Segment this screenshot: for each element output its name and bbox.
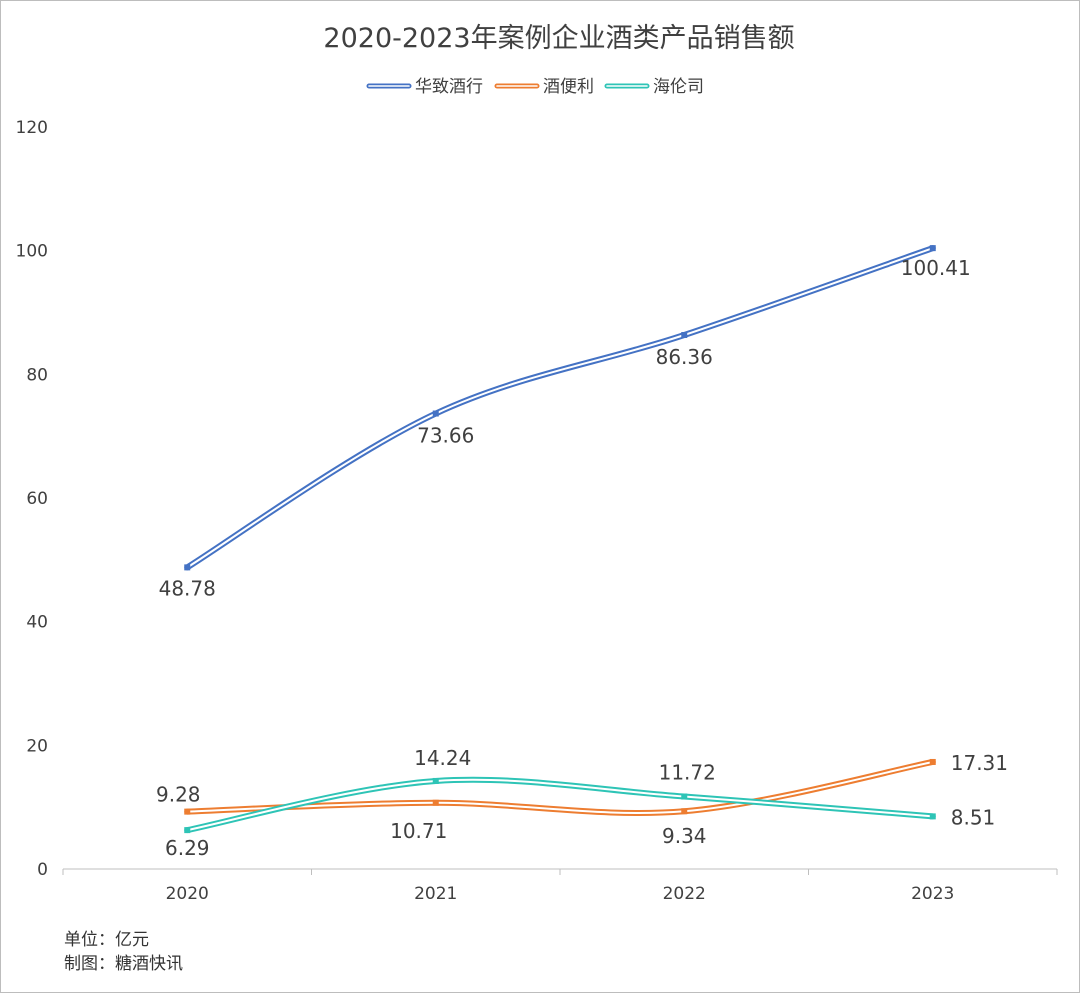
x-tick-label: 2023 bbox=[911, 884, 954, 904]
data-point bbox=[184, 827, 191, 834]
series-group bbox=[184, 776, 936, 834]
chart-title: 2020-2023年案例企业酒类产品销售额 bbox=[323, 23, 794, 54]
legend-label: 华致酒行 bbox=[415, 77, 483, 97]
legend-item: 酒便利 bbox=[494, 77, 594, 97]
unit-note: 单位：亿元 bbox=[64, 930, 149, 950]
series-line-inner bbox=[186, 778, 934, 832]
data-label: 48.78 bbox=[159, 576, 216, 600]
data-point bbox=[929, 758, 936, 765]
data-point bbox=[681, 808, 688, 815]
series-line bbox=[184, 245, 936, 571]
y-tick-label: 0 bbox=[37, 860, 48, 880]
data-label: 9.34 bbox=[662, 824, 707, 848]
series-group bbox=[184, 245, 936, 571]
data-labels: 48.78 73.66 86.36 100.41 9.28 10.71 9.34 17.31 6… bbox=[156, 256, 1008, 860]
data-point bbox=[681, 332, 688, 339]
data-point bbox=[432, 410, 439, 417]
chart-axes: 2020 2021 2022 2023 0 20 40 60 80 100 120 bbox=[16, 118, 1058, 904]
x-tick-label: 2022 bbox=[663, 884, 706, 904]
data-point bbox=[432, 777, 439, 784]
legend-label: 酒便利 bbox=[543, 77, 594, 97]
y-tick-label: 100 bbox=[16, 242, 48, 262]
data-label: 14.24 bbox=[414, 746, 471, 770]
legend-label: 海伦司 bbox=[653, 77, 704, 97]
y-tick-label: 20 bbox=[26, 736, 48, 756]
data-label: 73.66 bbox=[417, 424, 474, 448]
data-point bbox=[929, 813, 936, 820]
y-tick-label: 60 bbox=[26, 489, 48, 509]
y-tick-label: 120 bbox=[16, 118, 48, 138]
y-tick-label: 80 bbox=[26, 365, 48, 385]
source-note: 制图：糖酒快讯 bbox=[64, 954, 183, 974]
data-point bbox=[929, 245, 936, 252]
y-tick-label: 40 bbox=[26, 613, 48, 633]
data-point bbox=[184, 808, 191, 815]
legend-item: 海伦司 bbox=[604, 77, 704, 97]
series-line-inner bbox=[186, 247, 934, 569]
data-label: 8.51 bbox=[951, 805, 996, 829]
x-tick-label: 2021 bbox=[414, 884, 457, 904]
data-label: 6.29 bbox=[165, 836, 210, 860]
data-label: 10.71 bbox=[390, 819, 447, 843]
data-label: 100.41 bbox=[901, 256, 971, 280]
data-label: 17.31 bbox=[951, 751, 1008, 775]
data-label: 86.36 bbox=[656, 345, 713, 369]
data-point bbox=[432, 799, 439, 806]
legend-item: 华致酒行 bbox=[366, 77, 483, 97]
x-tick-label: 2020 bbox=[166, 884, 209, 904]
data-label: 9.28 bbox=[156, 783, 201, 807]
chart-legend: 华致酒行 酒便利 海伦司 bbox=[366, 77, 704, 97]
data-label: 11.72 bbox=[659, 761, 716, 785]
series-layer bbox=[184, 245, 936, 834]
data-point bbox=[681, 793, 688, 800]
data-point bbox=[184, 564, 191, 571]
